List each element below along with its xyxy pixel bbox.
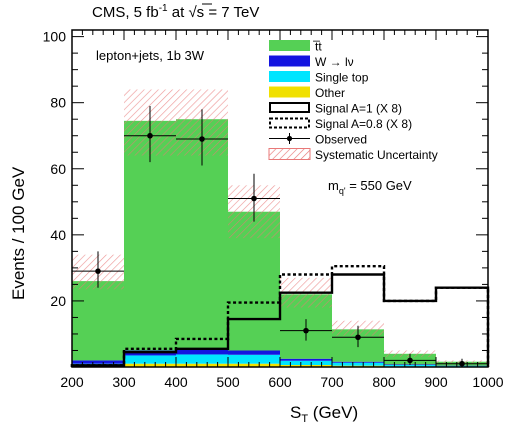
observed-points <box>72 105 488 367</box>
legend-label-wlnu: W → lν <box>315 55 354 69</box>
bar-ttbar-0 <box>72 281 124 361</box>
legend-label-single-top: Single top <box>315 71 369 85</box>
x-tick-label: 900 <box>424 374 448 390</box>
bar-single_top-3 <box>228 354 280 364</box>
x-tick-label: 400 <box>164 374 188 390</box>
legend-swatch-signal-solid <box>269 102 310 113</box>
observed-point-5 <box>355 334 361 341</box>
legend-swatch-syst <box>268 148 311 160</box>
legend-swatch-other <box>269 86 310 98</box>
x-tick-label: 800 <box>372 374 396 390</box>
legend-swatch-single-top <box>269 71 310 82</box>
bar-other-1 <box>124 363 176 367</box>
x-axis-title: ST (GeV) <box>290 403 358 425</box>
bar-single_top-6 <box>384 365 436 367</box>
y-tick-label: 60 <box>50 161 66 177</box>
bar-wlnu-4 <box>280 358 332 361</box>
legend-label-syst: Systematic Uncertainty <box>315 148 438 162</box>
observed-point-4 <box>303 327 309 334</box>
y-tick-label: 100 <box>43 29 67 45</box>
signal-solid-line <box>70 273 490 367</box>
axis-ticks: 200 300 400 500 600 700 800 900 1000 20 40 60 80 100 <box>43 29 504 390</box>
bar-wlnu-0 <box>72 360 124 364</box>
bar-wlnu-5 <box>332 361 384 363</box>
legend-label-observed: Observed <box>315 133 367 147</box>
bar-other-2 <box>176 363 228 367</box>
legend-label-signal-dashed: Signal A=0.8 (X 8) <box>315 117 412 131</box>
y-axis-title: Events / 100 GeV <box>9 166 28 300</box>
observed-point-0 <box>95 268 101 274</box>
bar-single_top-1 <box>124 355 176 364</box>
legend-swatch-wlnu <box>269 55 310 67</box>
mass-label: mq' = 550 GeV <box>328 178 412 196</box>
bar-wlnu-3 <box>228 350 280 355</box>
x-tick-label: 500 <box>216 374 240 390</box>
bar-single_top-4 <box>280 360 332 366</box>
x-tick-label: 300 <box>112 374 136 390</box>
bar-other-4 <box>280 365 332 367</box>
observed-point-1 <box>147 132 153 139</box>
bar-other-3 <box>228 363 280 367</box>
y-tick-label: 40 <box>50 227 66 243</box>
signal-histograms <box>70 265 490 367</box>
y-tick-label: 80 <box>50 95 66 111</box>
x-tick-label: 1000 <box>472 374 503 390</box>
observed-point-7 <box>459 360 465 367</box>
legend-swatch-ttbar <box>269 40 310 51</box>
x-tick-label: 700 <box>320 374 344 390</box>
observed-point-6 <box>407 357 413 364</box>
legend-label-ttbar: t̅t <box>313 40 323 54</box>
legend-label-other: Other <box>315 86 345 100</box>
bar-wlnu-2 <box>176 349 228 355</box>
bar-single_top-5 <box>332 362 384 366</box>
legend-label-signal-solid: Signal A=1 (X 8) <box>315 102 402 116</box>
stacked-bars <box>72 119 488 367</box>
x-tick-label: 200 <box>60 374 84 390</box>
legend-marker-observed <box>286 135 293 142</box>
chart-title: CMS, 5 fb-1 at √s = 7 TeV <box>92 3 259 21</box>
observed-point-3 <box>251 195 257 202</box>
bar-single_top-2 <box>176 354 228 364</box>
y-tick-label: 20 <box>50 293 66 309</box>
observed-point-2 <box>199 136 205 142</box>
x-tick-label: 600 <box>268 374 292 390</box>
channel-label: lepton+jets, 1b 3W <box>96 48 205 63</box>
legend-swatch-signal-dashed <box>269 117 310 129</box>
